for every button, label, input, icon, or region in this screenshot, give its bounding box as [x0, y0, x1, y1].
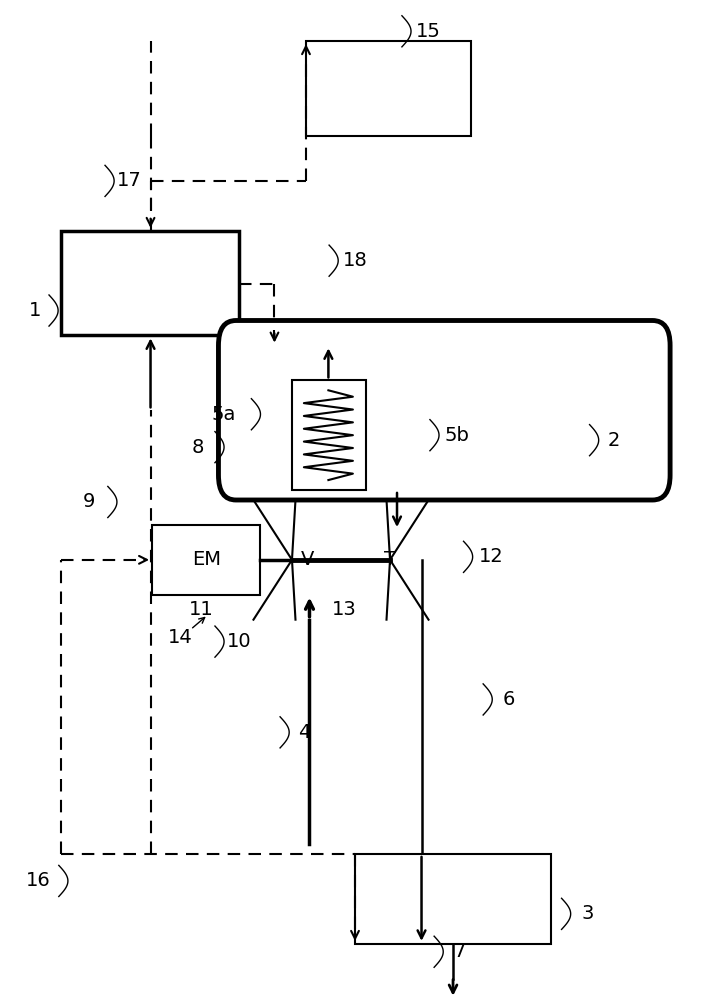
Text: 15: 15	[416, 22, 441, 41]
Text: 6: 6	[502, 690, 515, 709]
Text: 11: 11	[188, 600, 213, 619]
Text: 17: 17	[117, 171, 142, 190]
Text: 1: 1	[29, 301, 41, 320]
Text: 18: 18	[342, 251, 368, 270]
Text: 8: 8	[191, 438, 204, 457]
Text: 5a: 5a	[212, 405, 236, 424]
Bar	[61, 231, 240, 335]
Text: 7: 7	[454, 942, 466, 961]
FancyBboxPatch shape	[219, 321, 670, 500]
Bar	[306, 41, 470, 136]
Text: 13: 13	[332, 600, 357, 619]
Text: 5b: 5b	[444, 426, 469, 445]
Text: 10: 10	[227, 632, 252, 651]
Text: 2: 2	[608, 431, 620, 450]
Text: V: V	[301, 550, 314, 569]
Text: 12: 12	[479, 547, 504, 566]
Text: 16: 16	[26, 871, 51, 890]
Bar	[355, 854, 551, 944]
Text: T: T	[384, 550, 396, 569]
Text: 9: 9	[83, 492, 95, 511]
Bar	[152, 525, 261, 595]
Text: 3: 3	[582, 904, 594, 923]
Text: EM: EM	[192, 550, 221, 569]
Bar	[292, 380, 366, 490]
Text: 14: 14	[167, 628, 193, 647]
Text: 4: 4	[297, 723, 310, 742]
